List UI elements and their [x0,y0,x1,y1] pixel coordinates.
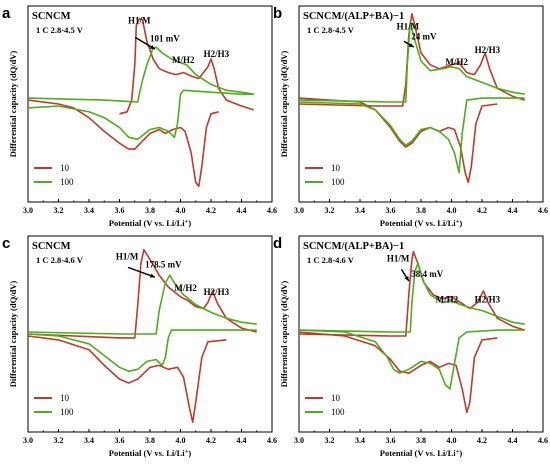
x-tick-label: 3.6 [115,436,125,445]
panel-condition: 1 C 2.8-4.6 V [307,255,355,265]
panel-title: SCNCM/(ALP+BA)−1 [303,241,404,252]
series-100-discharge-line [28,90,254,139]
legend-label-100: 100 [60,177,74,187]
x-tick-label: 3.4 [84,206,94,215]
panel-letter: d [273,235,282,252]
series-100-discharge-line [299,98,525,173]
x-tick-label: 4.4 [508,206,518,215]
x-tick-label: 3.2 [54,436,64,445]
x-tick-label: 3.8 [416,436,426,445]
shift-label: 38.4 mV [411,269,443,279]
panel-b: 3.0 3.2 3.4 3.6 3.8 4.0 4.2 4.4 4.6 Potential (V … [273,5,548,228]
series-10-charge-line [120,19,254,114]
x-tick-label: 4.4 [237,436,247,445]
x-tick-label: 3.0 [294,436,304,445]
x-tick-label: 3.6 [115,206,125,215]
legend-label-100: 100 [331,177,345,187]
peak-label-h1m: H1/M [397,22,420,32]
peak-label-h1m: H1/M [116,252,139,262]
panel-title: SCNCM [32,11,71,22]
peak-label-h1m: H1/M [128,16,151,26]
y-axis-label: Differential capacity (dQ/dV) [279,281,289,388]
panel-c: 3.0 3.2 3.4 3.6 3.8 4.0 4.2 4.4 4.6 Potential (V … [2,235,277,458]
x-tick-label: 4.2 [477,206,487,215]
y-axis-label: Differential capacity (dQ/dV) [279,51,289,158]
x-axis-label: Potential (V vs. Li/Li+) [109,448,192,458]
legend-label-100: 100 [331,407,345,417]
x-tick-label: 4.2 [206,436,216,445]
x-tick-label: 3.8 [145,206,155,215]
peak-label-h2h3: H2/H3 [204,287,230,297]
legend-label-10: 10 [60,393,70,403]
peak-label-mh2: M/H2 [172,55,195,65]
x-axis-label: Potential (V vs. Li/Li+) [109,218,192,228]
x-tick-label: 4.6 [538,436,548,445]
y-axis-label: Differential capacity (dQ/dV) [8,281,18,388]
x-tick-label: 4.0 [176,206,186,215]
x-tick-label: 3.8 [145,436,155,445]
x-tick-label: 3.2 [325,436,335,445]
peak-label-h2h3: H2/H3 [475,45,501,55]
x-tick-label: 3.6 [386,206,396,215]
x-tick-label: 3.8 [416,206,426,215]
peak-label-mh2: M/H2 [436,295,459,305]
x-tick-label: 4.2 [477,436,487,445]
x-tick-label: 3.4 [355,206,365,215]
x-tick-label: 4.0 [176,436,186,445]
series-100-charge-line [28,275,257,334]
series-10-discharge-line [299,98,497,182]
x-tick-label: 3.4 [84,436,94,445]
panel-condition: 1 C 2.8-4.5 V [307,25,355,35]
x-tick-label: 3.4 [355,436,365,445]
panel-condition: 1 C 2.8-4.6 V [36,255,84,265]
peak-label-mh2: M/H2 [174,283,197,293]
x-tick-label: 3.2 [54,206,64,215]
x-tick-label: 3.0 [23,436,33,445]
x-tick-label: 4.0 [447,206,457,215]
panel-letter: b [273,5,282,22]
panel-a: 3.0 3.2 3.4 3.6 3.8 4.0 4.2 4.4 4.6 Potential (V … [2,5,277,228]
series-10-discharge-line [28,336,226,422]
shift-label: 101 mV [150,33,180,43]
x-tick-label: 4.6 [267,436,277,445]
y-axis-label: Differential capacity (dQ/dV) [8,51,18,158]
peak-label-mh2: M/H2 [445,57,468,67]
shift-label: 178.5 mV [145,259,182,269]
shift-arrow-head [150,274,155,278]
peak-label-h2h3: H2/H3 [475,295,501,305]
x-tick-label: 3.0 [294,206,304,215]
x-tick-label: 4.6 [538,206,548,215]
x-tick-label: 3.6 [386,436,396,445]
panel-d: 3.0 3.2 3.4 3.6 3.8 4.0 4.2 4.4 4.6 Potential (V … [273,235,548,458]
legend-label-10: 10 [60,163,70,173]
shift-label: 24 mV [411,31,437,41]
legend-label-10: 10 [331,163,341,173]
x-tick-label: 4.6 [267,206,277,215]
series-100-discharge-line [28,330,257,371]
panel-title: SCNCM/(ALP+BA)−1 [303,11,404,22]
x-tick-label: 3.2 [325,206,335,215]
legend-label-100: 100 [60,407,74,417]
peak-label-h2h3: H2/H3 [204,49,230,59]
x-tick-label: 3.0 [23,206,33,215]
x-tick-label: 4.2 [206,206,216,215]
panel-letter: a [2,5,11,22]
x-tick-label: 4.4 [508,436,518,445]
legend-label-10: 10 [331,393,341,403]
peak-label-h1m: H1/M [387,253,410,263]
x-tick-label: 4.4 [237,206,247,215]
x-axis-label: Potential (V vs. Li/Li+) [380,448,463,458]
x-axis-label: Potential (V vs. Li/Li+) [380,218,463,228]
panel-condition: 1 C 2.8-4.5 V [36,25,84,35]
x-tick-label: 4.0 [447,436,457,445]
panel-letter: c [2,235,10,252]
panel-title: SCNCM [32,241,71,252]
